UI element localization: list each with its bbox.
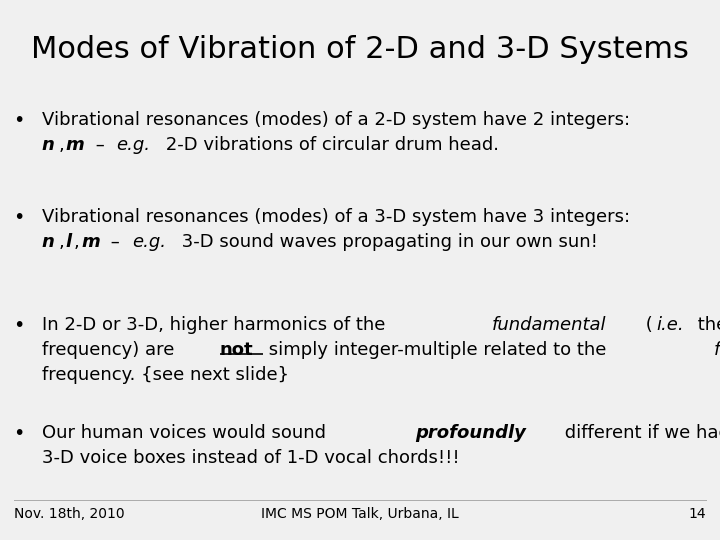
Text: –: – — [105, 233, 126, 251]
Text: frequency. {see next slide}: frequency. {see next slide} — [42, 366, 289, 383]
Text: e.g.: e.g. — [117, 136, 150, 153]
Text: l: l — [66, 233, 72, 251]
Text: m: m — [81, 233, 100, 251]
Text: ,: , — [73, 233, 79, 251]
Text: ,: , — [58, 136, 64, 153]
Text: •: • — [13, 316, 24, 335]
Text: profoundly: profoundly — [415, 424, 526, 442]
Text: •: • — [13, 111, 24, 130]
Text: (: ( — [640, 316, 653, 334]
Text: Vibrational resonances (modes) of a 3-D system have 3 integers:: Vibrational resonances (modes) of a 3-D … — [42, 208, 630, 226]
Text: Vibrational resonances (modes) of a 2-D system have 2 integers:: Vibrational resonances (modes) of a 2-D … — [42, 111, 630, 129]
Text: Nov. 18th, 2010: Nov. 18th, 2010 — [14, 507, 125, 521]
Text: simply integer-multiple related to the: simply integer-multiple related to the — [264, 341, 613, 359]
Text: 3-D voice boxes instead of 1-D vocal chords!!!: 3-D voice boxes instead of 1-D vocal cho… — [42, 449, 459, 467]
Text: e.g.: e.g. — [132, 233, 166, 251]
Text: •: • — [13, 208, 24, 227]
Text: 14: 14 — [688, 507, 706, 521]
Text: Our human voices would sound: Our human voices would sound — [42, 424, 331, 442]
Text: i.e.: i.e. — [657, 316, 684, 334]
Text: the lowest: the lowest — [692, 316, 720, 334]
Text: n: n — [42, 233, 55, 251]
Text: fundamental: fundamental — [492, 316, 607, 334]
Text: frequency) are: frequency) are — [42, 341, 180, 359]
Text: fundamental: fundamental — [714, 341, 720, 359]
Text: •: • — [13, 424, 24, 443]
Text: n: n — [42, 136, 55, 153]
Text: 3-D sound waves propagating in our own sun!: 3-D sound waves propagating in our own s… — [176, 233, 598, 251]
Text: not: not — [220, 341, 253, 359]
Text: IMC MS POM Talk, Urbana, IL: IMC MS POM Talk, Urbana, IL — [261, 507, 459, 521]
Text: –: – — [90, 136, 110, 153]
Text: different if we had 2-D or: different if we had 2-D or — [559, 424, 720, 442]
Text: ,: , — [58, 233, 64, 251]
Text: In 2-D or 3-D, higher harmonics of the: In 2-D or 3-D, higher harmonics of the — [42, 316, 391, 334]
Text: Modes of Vibration of 2-D and 3-D Systems: Modes of Vibration of 2-D and 3-D System… — [31, 35, 689, 64]
Text: m: m — [66, 136, 84, 153]
Text: 2-D vibrations of circular drum head.: 2-D vibrations of circular drum head. — [161, 136, 499, 153]
